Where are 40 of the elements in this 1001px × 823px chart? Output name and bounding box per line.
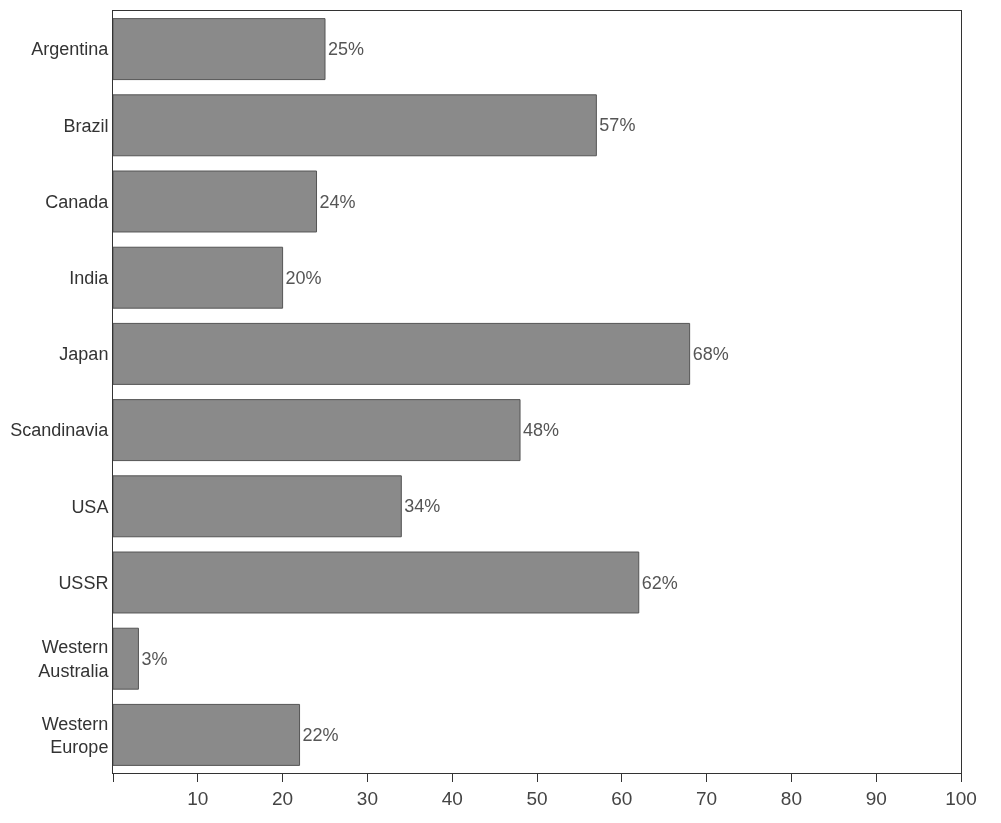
bar (113, 170, 318, 233)
bar (113, 94, 597, 157)
data-label: 57% (599, 115, 636, 136)
y-tick-label: USSR (58, 572, 109, 593)
y-tick-label: Argentina (31, 39, 110, 60)
y-tick-label: Canada (45, 191, 110, 212)
x-tick-label: 50 (526, 787, 548, 809)
bar (113, 18, 326, 81)
bar (113, 475, 402, 538)
x-tick-label: 70 (696, 787, 718, 809)
data-label: 34% (404, 496, 441, 517)
bar (113, 703, 301, 766)
data-label: 68% (692, 343, 729, 364)
data-label: 25% (328, 39, 365, 60)
y-tick-label: Western Europe (41, 713, 109, 757)
data-label: 20% (285, 267, 322, 288)
bar (113, 322, 691, 385)
y-tick-label: Scandinavia (10, 420, 110, 441)
x-tick-label: 30 (356, 787, 378, 809)
x-tick-label: 80 (780, 787, 802, 809)
bar (113, 246, 284, 309)
x-tick-label: 60 (611, 787, 633, 809)
y-tick-label: Western Australia (38, 637, 110, 681)
x-tick-label: 40 (441, 787, 463, 809)
y-tick-label: India (69, 268, 110, 288)
y-tick-label: Japan (59, 344, 109, 365)
data-label: 22% (302, 724, 339, 745)
data-label: 48% (523, 420, 560, 441)
x-tick-label: 90 (865, 787, 887, 809)
bar (113, 627, 139, 690)
y-tick-label: Brazil (63, 115, 109, 136)
y-tick-label: USA (71, 496, 109, 517)
data-label: 3% (141, 648, 168, 669)
bar (113, 551, 640, 614)
x-tick-label: 10 (187, 787, 209, 809)
data-label: 62% (641, 572, 678, 593)
data-label: 24% (319, 191, 356, 212)
x-tick-label: 100 (945, 787, 977, 809)
x-tick-label: 20 (272, 787, 294, 809)
bar (113, 399, 521, 462)
